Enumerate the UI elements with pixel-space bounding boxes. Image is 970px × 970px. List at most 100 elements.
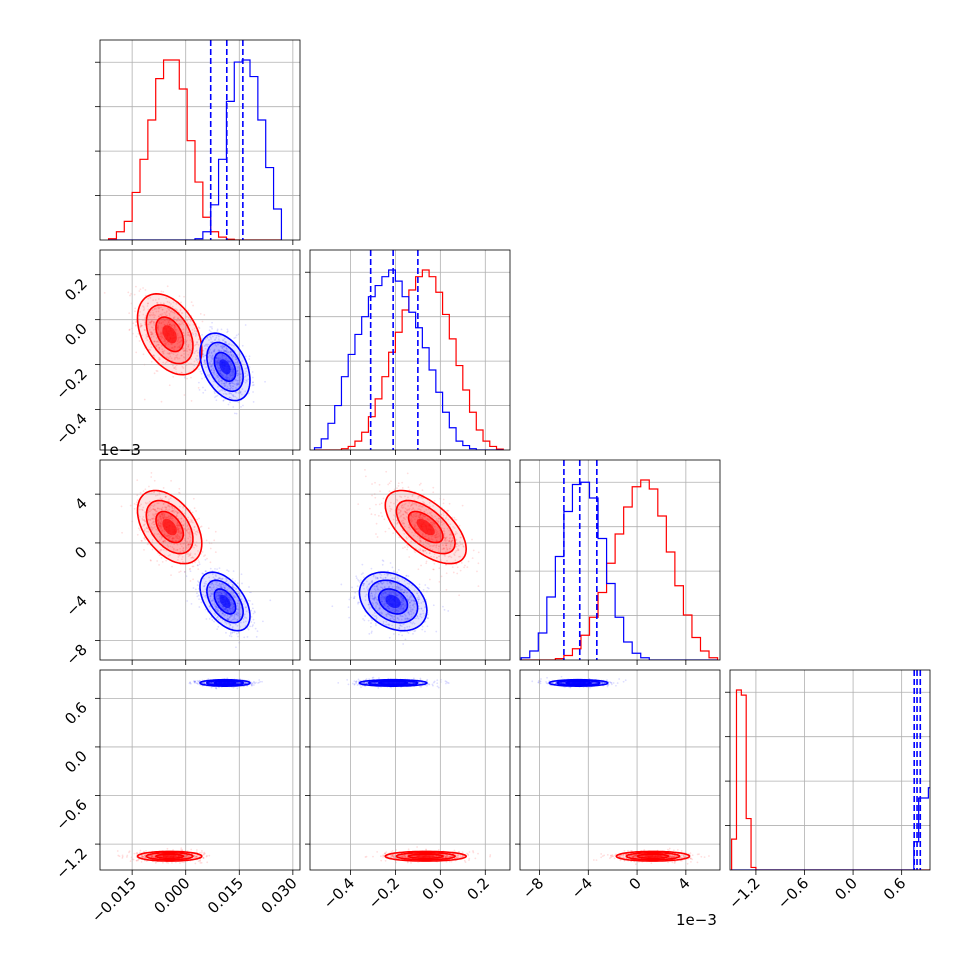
scatter-point [170,357,173,360]
scatter-point [201,333,204,336]
scatter-point [237,608,240,610]
scatter-point [173,367,175,369]
scatter-point [217,376,220,378]
scatter-point [145,333,148,336]
scatter-point [189,339,192,341]
scatter-point [191,565,194,568]
scatter-point [186,531,189,534]
scatter-point [206,374,209,377]
scatter-point [169,310,172,313]
scatter-point [217,366,220,369]
scatter-point [164,535,167,537]
scatter-point [139,491,142,494]
scatter-point [228,616,231,619]
scatter-point [236,602,239,605]
scatter-point [195,333,198,336]
scatter-point [205,343,207,346]
scatter-point [174,356,176,359]
scatter-point [168,314,171,317]
scatter-point [177,337,180,340]
scatter-point [237,373,240,375]
scatter-point [135,859,138,862]
scatter-point [215,605,218,608]
scatter-point [223,384,226,387]
scatter-point [160,524,162,527]
scatter-point [181,371,183,374]
scatter-point [176,521,179,523]
scatter-point [218,601,220,603]
scatter-point [170,518,173,520]
scatter-point [220,373,223,376]
scatter-point [163,343,166,345]
scatter-point [211,582,213,585]
scatter-point [176,537,178,540]
scatter-point [269,599,272,602]
scatter-point [135,503,138,506]
scatter-point [431,516,434,519]
scatter-point [208,361,211,364]
scatter-point [364,615,367,617]
scatter-point [444,538,446,541]
scatter-point [128,329,131,331]
scatter-point [187,343,190,346]
scatter-point [134,307,137,310]
scatter-point [195,849,198,851]
scatter-point [447,610,450,612]
scatter-point [175,371,178,374]
scatter-point [249,599,251,602]
scatter-point [397,482,400,485]
scatter-point [149,519,152,521]
scatter-point [222,345,225,348]
scatter-point [209,586,211,588]
scatter-point [168,353,171,355]
scatter-point [416,535,419,538]
scatter-point [218,359,221,361]
scatter-point [227,618,229,621]
scatter-point [215,334,218,337]
scatter-point [226,328,229,331]
scatter-point [402,547,404,550]
scatter-point [175,511,178,513]
scatter-point [230,601,233,604]
scatter-point [222,400,225,402]
scatter-point [396,571,399,574]
scatter-point [234,336,237,339]
scatter-point [158,525,161,528]
scatter-point [144,289,147,291]
scatter-point [218,350,221,353]
scatter-point [174,536,177,539]
scatter-point [448,502,451,505]
scatter-point [147,302,150,305]
scatter-point [186,600,189,602]
scatter-point [167,554,170,557]
scatter-point [201,320,204,323]
scatter-point [183,334,185,337]
scatter-point [175,303,178,305]
scatter-point [229,591,232,594]
scatter-point [223,346,225,348]
scatter-point [144,329,146,331]
scatter-point [121,855,124,858]
scatter-point [195,530,198,533]
scatter-point [147,297,150,300]
scatter-point [222,392,225,395]
scatter-point [222,608,225,611]
scatter-point [224,376,227,378]
scatter-point [235,613,238,616]
scatter-point [143,536,146,539]
scatter-point [160,556,163,559]
scatter-point [175,514,178,516]
scatter-point [209,348,211,351]
scatter-point [165,506,167,509]
scatter-point [458,524,461,527]
scatter-point [210,593,213,595]
scatter-point [127,291,130,294]
scatter-point [384,530,387,533]
scatter-point [154,314,156,317]
scatter-point [193,546,195,549]
scatter-point [163,349,166,352]
scatter-point [198,598,200,601]
scatter-point [193,344,196,347]
scatter-point [133,507,136,510]
